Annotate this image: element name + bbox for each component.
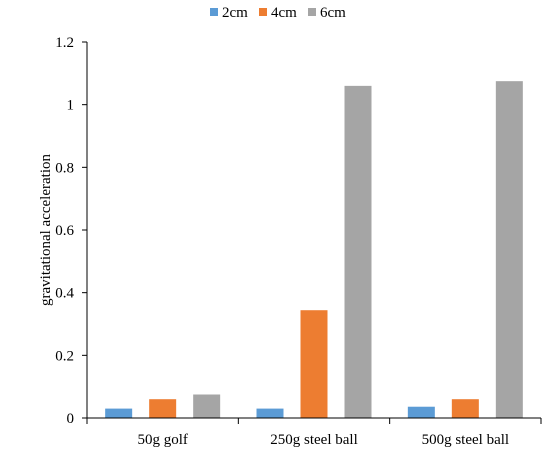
x-axis-categories: 50g golf 250g steel ball 500g steel ball bbox=[86, 418, 542, 448]
y-axis-title: gravitational acceleration bbox=[38, 154, 54, 306]
legend-swatch-2cm bbox=[210, 8, 218, 16]
y-tick-label: 0.4 bbox=[55, 286, 74, 302]
bar-4cm-2 bbox=[300, 310, 328, 418]
bar-4cm-3 bbox=[451, 399, 479, 418]
legend-label-2cm: 2cm bbox=[222, 5, 248, 21]
x-category-label: 50g golf bbox=[137, 432, 187, 448]
y-tick-label: 0.8 bbox=[55, 160, 74, 176]
chart-legend: 2cm 4cm 6cm bbox=[210, 5, 346, 21]
bar-2cm-1 bbox=[105, 408, 133, 418]
legend-swatch-4cm bbox=[259, 8, 267, 16]
legend-label-4cm: 4cm bbox=[271, 5, 297, 21]
bar-4cm-1 bbox=[149, 399, 177, 418]
y-tick-label: 0 bbox=[67, 411, 75, 427]
y-axis-ticks: 0 0.2 0.4 0.6 0.8 1 1.2 bbox=[55, 35, 87, 427]
bar-2cm-2 bbox=[256, 408, 284, 418]
y-tick-label: 1.2 bbox=[55, 35, 74, 51]
bar-6cm-2 bbox=[344, 85, 372, 418]
x-category-label: 500g steel ball bbox=[422, 432, 509, 448]
x-category-label: 250g steel ball bbox=[270, 432, 357, 448]
bar-6cm-1 bbox=[193, 394, 221, 418]
legend-label-6cm: 6cm bbox=[320, 5, 346, 21]
legend-swatch-6cm bbox=[308, 8, 316, 16]
bars-group bbox=[105, 81, 523, 419]
bar-6cm-3 bbox=[495, 81, 523, 419]
y-tick-label: 0.6 bbox=[55, 223, 74, 239]
bar-2cm-3 bbox=[407, 406, 435, 418]
y-tick-label: 1 bbox=[67, 98, 75, 114]
y-tick-label: 0.2 bbox=[55, 348, 74, 364]
